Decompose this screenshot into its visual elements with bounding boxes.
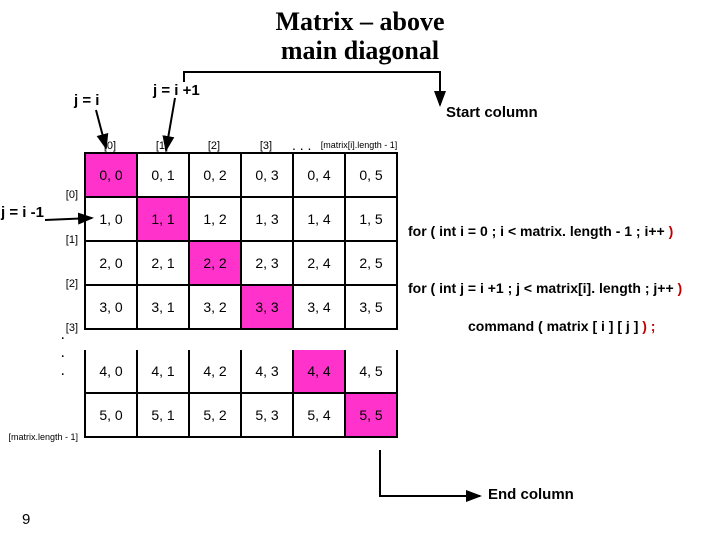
matrix-cell: 2, 1 (138, 242, 190, 286)
slide-number: 9 (22, 511, 30, 528)
code-command-text: command ( matrix [ i ] [ j ] (468, 318, 642, 334)
matrix-cell: 4, 3 (242, 350, 294, 394)
col-header-dots: . . . (292, 140, 314, 152)
table-row: [matrix.length - 1]5, 05, 15, 25, 35, 45… (84, 394, 404, 438)
matrix-cell: 5, 4 (294, 394, 346, 438)
annot-start-column: Start column (446, 104, 538, 121)
matrix-cell: 3, 4 (294, 286, 346, 330)
matrix-cell: 2, 5 (346, 242, 398, 286)
row-header: [1] (66, 234, 78, 246)
row-header: [matrix.length - 1] (8, 432, 78, 442)
row-header: [2] (66, 278, 78, 290)
code-loop-i-text: for ( int i = 0 ; i < matrix. length - 1… (408, 223, 665, 239)
code-command: command ( matrix [ i ] [ j ] ) ; (468, 318, 655, 334)
code-command-paren: ) ; (642, 318, 655, 334)
matrix-cell: 1, 2 (190, 198, 242, 242)
matrix-cell: 1, 1 (138, 198, 190, 242)
slide-title: Matrix – above main diagonal (276, 8, 445, 65)
matrix-cell: 3, 3 (242, 286, 294, 330)
title-line-1: Matrix – above (276, 8, 445, 37)
matrix-cell: 2, 3 (242, 242, 294, 286)
matrix-cell: 0, 0 (86, 154, 138, 198)
col-header: [2] (188, 140, 240, 152)
matrix-cell: 4, 2 (190, 350, 242, 394)
matrix-cell: 5, 3 (242, 394, 294, 438)
matrix-cell: 3, 2 (190, 286, 242, 330)
matrix-cell: 1, 0 (86, 198, 138, 242)
matrix-cell: 1, 3 (242, 198, 294, 242)
matrix-cell: 2, 2 (190, 242, 242, 286)
matrix-cell: 5, 5 (346, 394, 398, 438)
row-header: [0] (66, 189, 78, 201)
table-row: [2]2, 02, 12, 22, 32, 42, 5 (84, 242, 404, 286)
matrix-cell: 4, 4 (294, 350, 346, 394)
table-row: 4, 04, 14, 24, 34, 44, 5 (84, 350, 404, 394)
matrix-cell: 4, 5 (346, 350, 398, 394)
matrix-cell: 0, 3 (242, 154, 294, 198)
col-header: [1] (136, 140, 188, 152)
table-row: [1]1, 01, 11, 21, 31, 41, 5 (84, 198, 404, 242)
matrix-cell: 0, 2 (190, 154, 242, 198)
matrix-cell: 0, 4 (294, 154, 346, 198)
col-header-last: [matrix[i].length - 1] (314, 140, 404, 152)
matrix-cell: 0, 1 (138, 154, 190, 198)
title-line-2: main diagonal (276, 37, 445, 66)
table-row: [3]3, 03, 13, 23, 33, 43, 5 (84, 286, 404, 330)
code-loop-j-paren: ) (674, 280, 683, 296)
code-loop-j-text: for ( int j = i +1 ; j < matrix[i]. leng… (408, 280, 674, 296)
matrix-cell: 4, 1 (138, 350, 190, 394)
matrix-cell: 1, 5 (346, 198, 398, 242)
matrix-cell: 5, 1 (138, 394, 190, 438)
col-header: [0] (84, 140, 136, 152)
col-header: [3] (240, 140, 292, 152)
row-header: [3] (66, 322, 78, 334)
matrix-cell: 4, 0 (86, 350, 138, 394)
annot-j-eq-i-plus1: j = i +1 (153, 82, 200, 99)
matrix-cell: 3, 0 (86, 286, 138, 330)
matrix-cell: 3, 5 (346, 286, 398, 330)
matrix-cell: 3, 1 (138, 286, 190, 330)
matrix-cell: 5, 2 (190, 394, 242, 438)
matrix-cell: 2, 4 (294, 242, 346, 286)
col-headers: [0] [1] [2] [3] . . . [matrix[i].length … (84, 140, 404, 152)
matrix-cell: 2, 0 (86, 242, 138, 286)
row-header-dots: . . . (61, 326, 64, 380)
matrix: [0] [1] [2] [3] . . . [matrix[i].length … (84, 140, 404, 438)
annot-end-column: End column (488, 486, 574, 503)
code-loop-i-paren: ) (665, 223, 674, 239)
table-row: [0]0, 00, 10, 20, 30, 40, 5 (84, 152, 404, 198)
matrix-cell: 0, 5 (346, 154, 398, 198)
matrix-cell: 5, 0 (86, 394, 138, 438)
code-loop-j: for ( int j = i +1 ; j < matrix[i]. leng… (408, 280, 682, 296)
matrix-cell: 1, 4 (294, 198, 346, 242)
annot-j-eq-i-minus1: j = i -1 (1, 204, 44, 221)
annot-j-eq-i: j = i (74, 92, 99, 109)
code-loop-i: for ( int i = 0 ; i < matrix. length - 1… (408, 223, 673, 239)
